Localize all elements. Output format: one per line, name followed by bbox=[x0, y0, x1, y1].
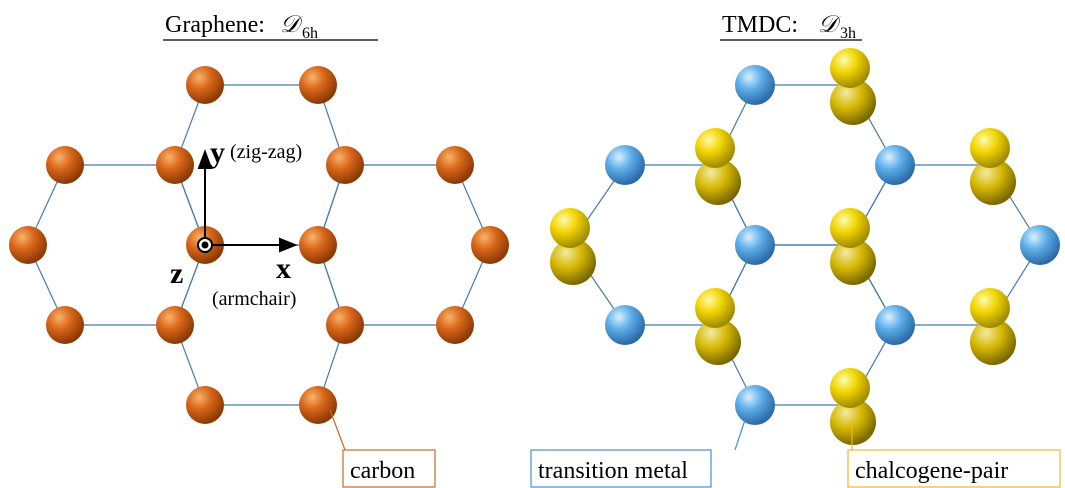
axis-y: y bbox=[210, 136, 225, 169]
chalcogen-atom-lower bbox=[970, 319, 1016, 365]
carbon-atom bbox=[156, 146, 194, 184]
title-subscript: 3h bbox=[840, 25, 856, 42]
chalcogen-atom-lower bbox=[970, 159, 1016, 205]
carbon-atom bbox=[46, 306, 84, 344]
carbon-atom bbox=[326, 146, 364, 184]
chalcogen-atom-upper bbox=[830, 48, 870, 88]
title-symbol: 𝒟 bbox=[280, 12, 304, 38]
chalcogen-atom-lower bbox=[830, 239, 876, 285]
carbon-atom bbox=[299, 386, 337, 424]
carbon-atom bbox=[186, 386, 224, 424]
legend-text: chalcogene-pair bbox=[855, 458, 1008, 484]
metal-atom bbox=[875, 305, 915, 345]
metal-atom bbox=[605, 145, 645, 185]
metal-atom bbox=[875, 145, 915, 185]
chalcogen-atom-lower bbox=[550, 239, 596, 285]
chalcogen-atom-upper bbox=[970, 128, 1010, 168]
metal-atom bbox=[735, 65, 775, 105]
chalcogen-atom-lower bbox=[830, 399, 876, 445]
carbon-atom bbox=[471, 226, 509, 264]
metal-atom bbox=[605, 305, 645, 345]
axis-y-note: (zig-zag) bbox=[230, 141, 302, 163]
carbon-atom bbox=[46, 146, 84, 184]
carbon-atom bbox=[436, 306, 474, 344]
metal-atom bbox=[1020, 225, 1060, 265]
chalcogen-atom-upper bbox=[695, 128, 735, 168]
title-subscript: 6h bbox=[302, 25, 318, 42]
tmdc-bonds bbox=[569, 84, 1041, 406]
chalcogen-atom-upper bbox=[550, 208, 590, 248]
left-title: Graphene: 𝒟 6h bbox=[163, 12, 378, 42]
carbon-atoms bbox=[9, 66, 509, 424]
carbon-atom bbox=[156, 306, 194, 344]
title-text: Graphene: bbox=[165, 12, 265, 38]
right-title: TMDC: 𝒟 3h bbox=[720, 12, 862, 42]
legend-text: carbon bbox=[350, 458, 415, 484]
axes bbox=[197, 149, 298, 253]
carbon-atom bbox=[326, 306, 364, 344]
chalcogen-atom-upper bbox=[830, 368, 870, 408]
chalcogen-atom-upper bbox=[830, 208, 870, 248]
tmdc-atoms bbox=[550, 48, 1060, 445]
carbon-atom bbox=[299, 66, 337, 104]
legend-text: transition metal bbox=[538, 458, 688, 484]
carbon-atom bbox=[186, 66, 224, 104]
chalcogen-atom-upper bbox=[970, 288, 1010, 328]
title-text: TMDC: bbox=[722, 12, 798, 38]
chalcogen-atom-lower bbox=[695, 159, 741, 205]
metal-atom bbox=[735, 225, 775, 265]
chalcogen-atom-lower bbox=[830, 79, 876, 125]
chalcogen-atom-upper bbox=[695, 288, 735, 328]
metal-atom bbox=[735, 385, 775, 425]
title-symbol: 𝒟 bbox=[818, 12, 842, 38]
chalcogen-atom-lower bbox=[695, 319, 741, 365]
axis-z: z bbox=[170, 257, 183, 290]
legend-carbon: carbon bbox=[329, 409, 436, 488]
legend-chalcogen: chalcogene-pair bbox=[847, 420, 1061, 488]
carbon-atom bbox=[436, 146, 474, 184]
legend-metal: transition metal bbox=[530, 419, 746, 488]
axis-x-note: (armchair) bbox=[212, 288, 296, 310]
axis-x: x bbox=[276, 252, 291, 285]
carbon-atom bbox=[299, 226, 337, 264]
carbon-atom bbox=[9, 226, 47, 264]
